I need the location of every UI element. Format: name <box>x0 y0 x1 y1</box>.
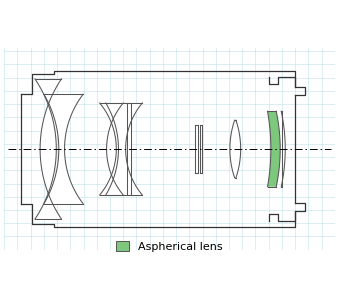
Polygon shape <box>44 94 83 204</box>
Polygon shape <box>230 120 241 178</box>
Polygon shape <box>200 125 202 173</box>
Polygon shape <box>281 111 285 187</box>
Legend: Aspherical lens: Aspherical lens <box>116 241 223 252</box>
Polygon shape <box>35 79 61 219</box>
Polygon shape <box>106 103 142 195</box>
Polygon shape <box>127 103 131 195</box>
Polygon shape <box>195 125 198 173</box>
Polygon shape <box>267 111 280 187</box>
Polygon shape <box>100 103 123 195</box>
